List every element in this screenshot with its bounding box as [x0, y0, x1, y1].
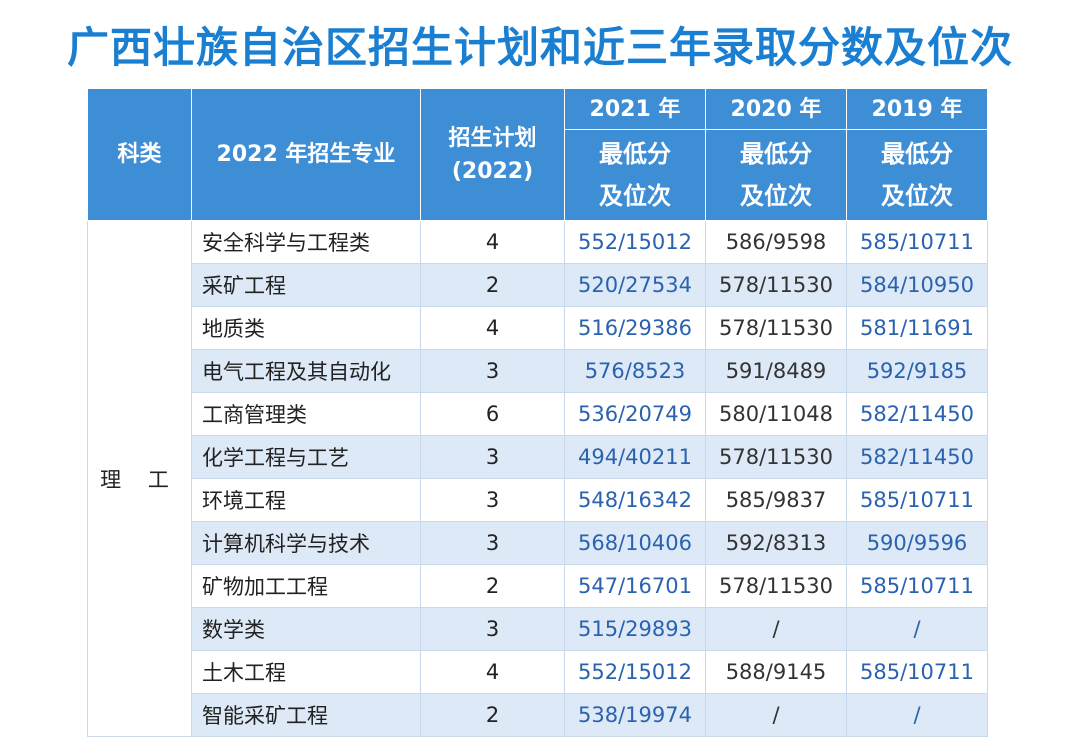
- score-2020-cell: 578/11530: [705, 263, 847, 307]
- header-2021: 2021 年: [564, 88, 706, 130]
- score-2020-cell: /: [705, 607, 847, 651]
- header-plan: 招生计划 (2022): [420, 88, 565, 221]
- score-2020-cell: 588/9145: [705, 650, 847, 694]
- header-category: 科类: [87, 88, 192, 221]
- table-row: 数学类 3 515/29893//: [88, 607, 988, 651]
- major-cell: 电气工程及其自动化: [191, 349, 421, 393]
- score-2020-cell: 592/8313: [705, 521, 847, 565]
- score-2020-cell: 591/8489: [705, 349, 847, 393]
- score-2019-cell: 584/10950: [846, 263, 988, 307]
- major-cell: 工商管理类: [191, 392, 421, 436]
- score-2019-cell: 585/10711: [846, 478, 988, 522]
- score-2020-cell: 580/11048: [705, 392, 847, 436]
- major-cell: 地质类: [191, 306, 421, 350]
- major-cell: 采矿工程: [191, 263, 421, 307]
- plan-cell: 3: [420, 478, 565, 522]
- major-cell: 安全科学与工程类: [191, 220, 421, 264]
- header-min-score-2019: 最低分 及位次: [846, 129, 988, 221]
- plan-cell: 2: [420, 263, 565, 307]
- score-2019-cell: 585/10711: [846, 650, 988, 694]
- table-row: 计算机科学与技术 3 568/10406 592/8313 590/9596: [88, 521, 988, 565]
- header-2020: 2020 年: [705, 88, 847, 130]
- page-title: 广西壮族自治区招生计划和近三年录取分数及位次: [66, 23, 1013, 72]
- table-row: 理 工安全科学与工程类 4 552/15012 586/9598 585/10711: [87, 220, 988, 737]
- score-2020-cell: 585/9837: [705, 478, 847, 522]
- score-2019-cell: 582/11450: [846, 392, 988, 436]
- major-cell: 计算机科学与技术: [191, 521, 421, 565]
- header-major: 2022 年招生专业: [191, 88, 421, 221]
- table-row: 环境工程 3 548/16342 585/9837 585/10711: [88, 478, 988, 522]
- table-row: 工商管理类 6 536/20749 580/11048 582/11450: [88, 392, 988, 436]
- table-row: 地质类 4 516/29386 578/11530 581/11691: [88, 306, 988, 350]
- score-2021-cell: 548/16342: [564, 478, 706, 522]
- score-2021-cell: 538/19974: [564, 693, 706, 737]
- score-2021-cell: 576/8523: [564, 349, 706, 393]
- plan-cell: 6: [420, 392, 565, 436]
- major-cell: 化学工程与工艺: [191, 435, 421, 479]
- score-2021-cell: 568/10406: [564, 521, 706, 565]
- plan-cell: 3: [420, 349, 565, 393]
- major-cell: 环境工程: [191, 478, 421, 522]
- score-2019-cell: /: [846, 693, 988, 737]
- plan-cell: 4: [420, 220, 565, 264]
- score-2021-cell: 516/29386: [564, 306, 706, 350]
- score-2019-cell: 592/9185: [846, 349, 988, 393]
- major-cell: 土木工程: [191, 650, 421, 694]
- score-2021-cell: 520/27534: [564, 263, 706, 307]
- header-min-score-2020: 最低分 及位次: [705, 129, 847, 221]
- plan-cell: 4: [420, 306, 565, 350]
- score-2019-cell: 585/10711: [846, 564, 988, 608]
- score-2021-cell: 552/15012: [564, 220, 706, 264]
- score-2019-cell: /: [846, 607, 988, 651]
- major-cell: 数学类: [191, 607, 421, 651]
- header-2019: 2019 年: [846, 88, 988, 130]
- score-2020-cell: 586/9598: [705, 220, 847, 264]
- major-cell: 矿物加工工程: [191, 564, 421, 608]
- score-2021-cell: 547/16701: [564, 564, 706, 608]
- score-2019-cell: 590/9596: [846, 521, 988, 565]
- category-cell: 理 工: [87, 220, 192, 737]
- score-2019-cell: 585/10711: [846, 220, 988, 264]
- plan-cell: 3: [420, 521, 565, 565]
- score-2019-cell: 581/11691: [846, 306, 988, 350]
- score-2020-cell: /: [705, 693, 847, 737]
- plan-cell: 3: [420, 607, 565, 651]
- table-row: 化学工程与工艺 3 494/40211 578/11530 582/11450: [88, 435, 988, 479]
- plan-cell: 2: [420, 693, 565, 737]
- plan-cell: 3: [420, 435, 565, 479]
- score-2021-cell: 494/40211: [564, 435, 706, 479]
- header-min-score-2021: 最低分 及位次: [564, 129, 706, 221]
- score-2021-cell: 536/20749: [564, 392, 706, 436]
- plan-cell: 2: [420, 564, 565, 608]
- table-row: 矿物加工工程 2 547/16701 578/11530 585/10711: [88, 564, 988, 608]
- score-2020-cell: 578/11530: [705, 435, 847, 479]
- score-2020-cell: 578/11530: [705, 564, 847, 608]
- score-2020-cell: 578/11530: [705, 306, 847, 350]
- table-row: 采矿工程 2 520/27534 578/11530 584/10950: [88, 263, 988, 307]
- admission-table: 科类 2022 年招生专业 招生计划 (2022) 2021 年 2020 年 …: [87, 88, 988, 737]
- major-cell: 智能采矿工程: [191, 693, 421, 737]
- table-row: 土木工程 4 552/15012 588/9145 585/10711: [88, 650, 988, 694]
- score-2019-cell: 582/11450: [846, 435, 988, 479]
- table-row: 智能采矿工程 2 538/19974//: [88, 693, 988, 737]
- score-2021-cell: 552/15012: [564, 650, 706, 694]
- score-2021-cell: 515/29893: [564, 607, 706, 651]
- plan-cell: 4: [420, 650, 565, 694]
- table-row: 电气工程及其自动化 3 576/8523 591/8489 592/9185: [88, 349, 988, 393]
